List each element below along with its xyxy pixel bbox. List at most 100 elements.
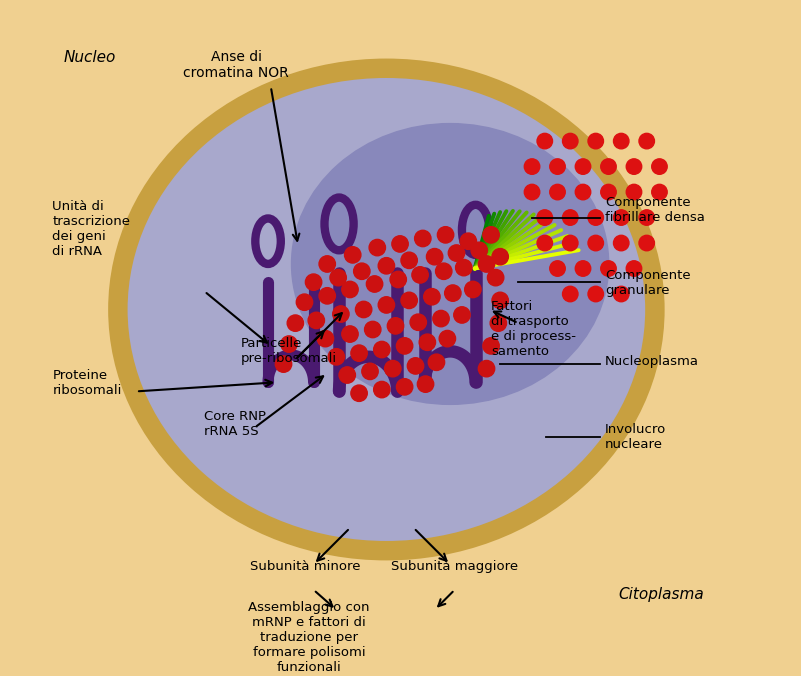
Circle shape bbox=[537, 133, 553, 149]
Circle shape bbox=[396, 338, 413, 354]
Text: Particelle
pre-ribosomali: Particelle pre-ribosomali bbox=[241, 337, 337, 365]
Circle shape bbox=[471, 242, 488, 258]
Circle shape bbox=[373, 381, 390, 397]
Circle shape bbox=[319, 256, 336, 272]
Circle shape bbox=[351, 345, 368, 362]
Circle shape bbox=[562, 133, 578, 149]
Circle shape bbox=[588, 210, 603, 225]
Circle shape bbox=[288, 315, 304, 331]
Circle shape bbox=[639, 210, 654, 225]
Circle shape bbox=[378, 297, 395, 313]
Text: Citoplasma: Citoplasma bbox=[618, 587, 704, 602]
Circle shape bbox=[415, 231, 431, 247]
Circle shape bbox=[437, 226, 453, 243]
Circle shape bbox=[429, 354, 445, 370]
Circle shape bbox=[453, 307, 470, 323]
Circle shape bbox=[575, 261, 591, 276]
Circle shape bbox=[626, 159, 642, 174]
Circle shape bbox=[460, 233, 477, 249]
Circle shape bbox=[342, 281, 358, 297]
Circle shape bbox=[384, 360, 401, 377]
Circle shape bbox=[356, 301, 372, 318]
Circle shape bbox=[614, 210, 629, 225]
Text: Involucro
nucleare: Involucro nucleare bbox=[605, 423, 666, 452]
Ellipse shape bbox=[118, 68, 655, 551]
Circle shape bbox=[575, 185, 591, 200]
Circle shape bbox=[601, 261, 616, 276]
Circle shape bbox=[388, 318, 404, 334]
Circle shape bbox=[588, 286, 603, 301]
Circle shape bbox=[332, 306, 349, 322]
Text: Core RNP
rRNA 5S: Core RNP rRNA 5S bbox=[204, 410, 267, 437]
Circle shape bbox=[456, 260, 472, 276]
Circle shape bbox=[353, 263, 370, 279]
Circle shape bbox=[465, 281, 481, 297]
Text: Nucleoplasma: Nucleoplasma bbox=[605, 355, 698, 368]
Circle shape bbox=[412, 267, 429, 283]
Circle shape bbox=[378, 258, 395, 274]
Circle shape bbox=[588, 235, 603, 251]
Circle shape bbox=[525, 159, 540, 174]
Circle shape bbox=[537, 210, 553, 225]
Circle shape bbox=[601, 185, 616, 200]
Text: Fattori
di trasporto
e di process-
samento: Fattori di trasporto e di process- samen… bbox=[491, 300, 576, 358]
Circle shape bbox=[652, 185, 667, 200]
Circle shape bbox=[392, 236, 409, 252]
Text: Nucleo: Nucleo bbox=[63, 50, 115, 65]
Circle shape bbox=[419, 334, 436, 350]
Circle shape bbox=[305, 274, 322, 291]
Circle shape bbox=[351, 385, 368, 402]
Circle shape bbox=[614, 133, 629, 149]
Circle shape bbox=[410, 314, 426, 331]
Circle shape bbox=[276, 356, 292, 372]
Circle shape bbox=[483, 226, 499, 243]
Circle shape bbox=[492, 292, 509, 308]
Circle shape bbox=[390, 271, 406, 287]
Circle shape bbox=[562, 286, 578, 301]
Circle shape bbox=[549, 159, 566, 174]
Circle shape bbox=[439, 331, 456, 347]
Circle shape bbox=[426, 249, 443, 265]
Circle shape bbox=[626, 185, 642, 200]
Circle shape bbox=[436, 263, 452, 279]
Circle shape bbox=[549, 185, 566, 200]
Circle shape bbox=[366, 276, 383, 292]
Text: Assemblaggio con
mRNP e fattori di
traduzione per
formare polisomi
funzionali: Assemblaggio con mRNP e fattori di tradu… bbox=[248, 601, 370, 674]
Text: Anse di
cromatina NOR: Anse di cromatina NOR bbox=[183, 50, 289, 80]
Text: Componente
fibrillare densa: Componente fibrillare densa bbox=[605, 195, 705, 224]
Circle shape bbox=[373, 341, 390, 358]
Circle shape bbox=[424, 289, 440, 305]
Text: Proteine
ribosomali: Proteine ribosomali bbox=[52, 368, 122, 397]
Text: Componente
granulare: Componente granulare bbox=[605, 268, 690, 297]
Circle shape bbox=[492, 249, 509, 265]
Circle shape bbox=[652, 159, 667, 174]
Circle shape bbox=[396, 379, 413, 395]
Circle shape bbox=[364, 321, 381, 338]
Text: Unità di
trascrizione
dei geni
di rRNA: Unità di trascrizione dei geni di rRNA bbox=[52, 200, 131, 258]
Circle shape bbox=[281, 336, 297, 352]
Circle shape bbox=[525, 185, 540, 200]
Circle shape bbox=[344, 247, 361, 263]
Circle shape bbox=[626, 261, 642, 276]
Circle shape bbox=[401, 292, 417, 308]
Text: Subunità maggiore: Subunità maggiore bbox=[391, 560, 518, 573]
Circle shape bbox=[488, 270, 504, 286]
Circle shape bbox=[490, 315, 506, 331]
Circle shape bbox=[562, 210, 578, 225]
Circle shape bbox=[342, 326, 358, 342]
Circle shape bbox=[614, 286, 629, 301]
Circle shape bbox=[401, 252, 417, 268]
Circle shape bbox=[614, 235, 629, 251]
Circle shape bbox=[537, 235, 553, 251]
Circle shape bbox=[588, 133, 603, 149]
Circle shape bbox=[445, 285, 461, 301]
Circle shape bbox=[296, 294, 312, 310]
Circle shape bbox=[601, 159, 616, 174]
Circle shape bbox=[639, 235, 654, 251]
Circle shape bbox=[319, 287, 336, 304]
Circle shape bbox=[575, 159, 591, 174]
Circle shape bbox=[483, 338, 499, 354]
Ellipse shape bbox=[291, 123, 610, 405]
Circle shape bbox=[339, 367, 356, 383]
Circle shape bbox=[639, 133, 654, 149]
